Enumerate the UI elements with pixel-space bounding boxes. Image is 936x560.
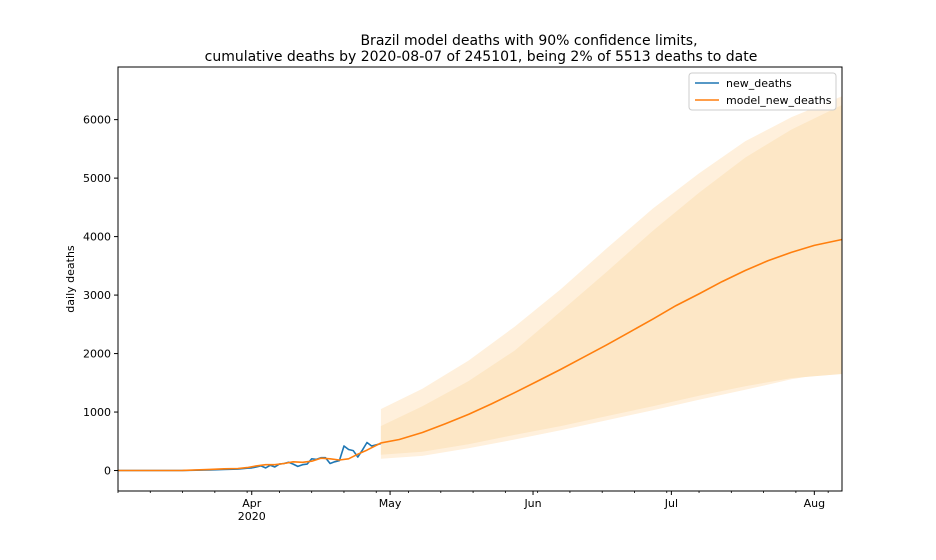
y-axis-label: daily deaths	[64, 245, 77, 313]
x-tick-sublabel: 2020	[238, 510, 266, 523]
chart-title: Brazil model deaths with 90% confidence …	[205, 33, 758, 65]
y-tick-label: 1000	[83, 406, 111, 419]
y-tick-label: 2000	[83, 348, 111, 361]
x-tick-label: Jul	[664, 497, 678, 510]
y-axis: 0 1000 2000 3000 4000 5000 6000	[83, 114, 118, 478]
series-line-model-new-deaths	[118, 238, 843, 472]
chart-title-line-2: cumulative deaths by 2020-08-07 of 24510…	[205, 49, 758, 65]
x-tick-label: Aug	[804, 497, 825, 510]
x-tick-label: Jun	[523, 497, 541, 510]
legend-box	[688, 72, 837, 111]
series-lines	[118, 238, 843, 472]
confidence-bands	[380, 96, 842, 459]
confidence-band-1	[380, 105, 842, 455]
legend: new_deaths model_new_deaths	[688, 72, 837, 111]
x-tick-label: May	[379, 497, 402, 510]
series-line-new-deaths	[118, 441, 382, 472]
y-tick-label: 6000	[83, 114, 111, 127]
y-tick-label: 0	[104, 465, 111, 478]
y-tick-label: 5000	[83, 172, 111, 185]
chart-title-line-1: Brazil model deaths with 90% confidence …	[360, 33, 697, 49]
legend-label-new-deaths: new_deaths	[726, 77, 792, 90]
y-tick-label: 4000	[83, 231, 111, 244]
y-tick-label: 3000	[83, 289, 111, 302]
plot-frame	[117, 66, 843, 492]
legend-label-model-new-deaths: model_new_deaths	[726, 94, 832, 107]
x-tick-label: Apr	[242, 497, 262, 510]
